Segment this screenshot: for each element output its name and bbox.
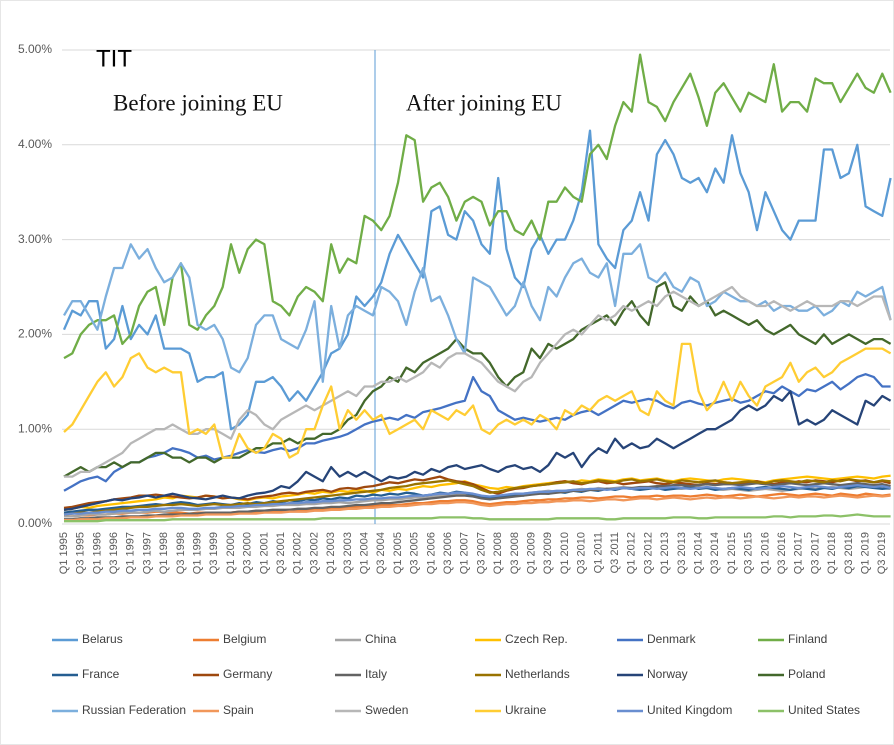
legend-label: Russian Federation <box>82 703 186 717</box>
x-tick-label: Q3 1995 <box>75 532 87 574</box>
x-tick-label: Q3 2006 <box>442 532 454 574</box>
x-tick-label: Q3 2013 <box>676 532 688 574</box>
legend-label: Belgium <box>223 632 266 646</box>
legend-label: United States <box>788 703 860 717</box>
x-tick-label: Q1 2010 <box>559 532 571 574</box>
x-tick-label: Q3 2008 <box>509 532 521 574</box>
x-tick-label: Q1 2012 <box>626 532 638 574</box>
y-tick-label: 3.00% <box>18 232 52 246</box>
x-tick-label: Q1 2019 <box>860 532 872 574</box>
x-tick-label: Q1 2008 <box>492 532 504 574</box>
x-tick-label: Q1 2005 <box>392 532 404 574</box>
legend-label: Denmark <box>647 632 697 646</box>
x-tick-label: Q1 2017 <box>793 532 805 574</box>
legend-label: France <box>82 667 120 681</box>
legend-label: Norway <box>647 667 688 681</box>
x-tick-label: Q1 2015 <box>726 532 738 574</box>
series-line <box>63 483 891 516</box>
x-tick-label: Q1 2009 <box>526 532 538 574</box>
series-line <box>64 494 891 522</box>
x-tick-label: Q1 1996 <box>91 532 103 574</box>
x-tick-label: Q3 2007 <box>475 532 487 574</box>
y-tick-label: 1.00% <box>18 421 52 435</box>
x-tick-label: Q1 2004 <box>359 532 371 574</box>
x-tick-label: Q1 2011 <box>592 532 604 573</box>
x-tick-label: Q1 1995 <box>58 532 70 574</box>
series-line <box>63 53 892 360</box>
series-line <box>63 342 892 459</box>
x-tick-label: Q3 1997 <box>141 532 153 574</box>
series-line <box>62 129 892 431</box>
legend: Belarus Belgium China Czech Rep. Denmark Finl… <box>52 632 860 717</box>
x-tick-label: Q1 2013 <box>659 532 671 574</box>
x-tick-label: Q3 2019 <box>876 532 888 574</box>
x-tick-label: Q1 2003 <box>325 532 337 574</box>
x-tick-label: Q1 2014 <box>693 532 705 574</box>
x-tick-label: Q3 2011 <box>609 532 621 573</box>
series-line <box>64 513 891 523</box>
series-line <box>63 478 891 516</box>
x-tick-label: Q3 2017 <box>809 532 821 574</box>
legend-label: Italy <box>365 667 387 681</box>
x-tick-label: Q3 2016 <box>776 532 788 574</box>
x-tick-label: Q3 1999 <box>208 532 220 574</box>
x-tick-label: Q1 1997 <box>125 532 137 574</box>
x-tick-label: Q3 2005 <box>409 532 421 574</box>
grid: 0.00% 1.00% 2.00% 3.00% 4.00% 5.00% <box>18 42 890 530</box>
legend-label: Spain <box>223 703 254 717</box>
y-tick-label: 5.00% <box>18 42 52 56</box>
series-line <box>64 482 891 521</box>
x-tick-label: Q3 2018 <box>843 532 855 574</box>
y-tick-label: 4.00% <box>18 137 52 151</box>
x-tick-label: Q1 1998 <box>158 532 170 574</box>
x-tick-label: Q1 2007 <box>459 532 471 574</box>
series-line <box>63 281 892 478</box>
legend-label: United Kingdom <box>647 703 732 717</box>
x-tick-label: Q1 2006 <box>425 532 437 574</box>
x-tick-label: Q3 2003 <box>342 532 354 574</box>
x-tick-label: Q3 2012 <box>642 532 654 574</box>
y-tick-label: 0.00% <box>18 516 52 530</box>
x-tick-label: Q1 1999 <box>192 532 204 574</box>
x-tick-label: Q3 1996 <box>108 532 120 574</box>
legend-label: Finland <box>788 632 827 646</box>
legend-label: Netherlands <box>505 667 570 681</box>
x-tick-label: Q1 2000 <box>225 532 237 574</box>
annotation: After joining EU <box>406 90 562 115</box>
legend-label: Belarus <box>82 632 123 646</box>
legend-label: Germany <box>223 667 272 681</box>
legend-label: Sweden <box>365 703 408 717</box>
plot-lines <box>62 53 892 523</box>
y-tick-label: 2.00% <box>18 327 52 341</box>
x-tick-label: Q3 2004 <box>375 532 387 574</box>
x-tick-label: Q3 2000 <box>242 532 254 574</box>
x-tick-label: Q1 2002 <box>292 532 304 574</box>
x-tick-label: Q3 2010 <box>576 532 588 574</box>
x-tick-label: Q3 2014 <box>709 532 721 574</box>
legend-label: Poland <box>788 667 825 681</box>
x-tick-label: Q1 2016 <box>759 532 771 574</box>
legend-label: China <box>365 632 397 646</box>
x-tick-label: Q3 2009 <box>542 532 554 574</box>
x-axis: Q1 1995 Q3 1995 Q1 1996 Q3 1996 Q1 1997 Q3 19… <box>58 532 888 574</box>
x-tick-label: Q1 2018 <box>826 532 838 574</box>
legend-label: Ukraine <box>505 703 547 717</box>
x-tick-label: Q1 2001 <box>258 532 270 574</box>
x-tick-label: Q3 2001 <box>275 532 287 574</box>
x-tick-label: Q3 2002 <box>308 532 320 574</box>
x-tick-label: Q3 2015 <box>743 532 755 574</box>
legend-label: Czech Rep. <box>505 632 568 646</box>
chart-title: TIT <box>96 45 132 72</box>
annotation: Before joining EU <box>113 90 283 115</box>
x-tick-label: Q3 1998 <box>175 532 187 574</box>
series-line <box>63 390 892 511</box>
